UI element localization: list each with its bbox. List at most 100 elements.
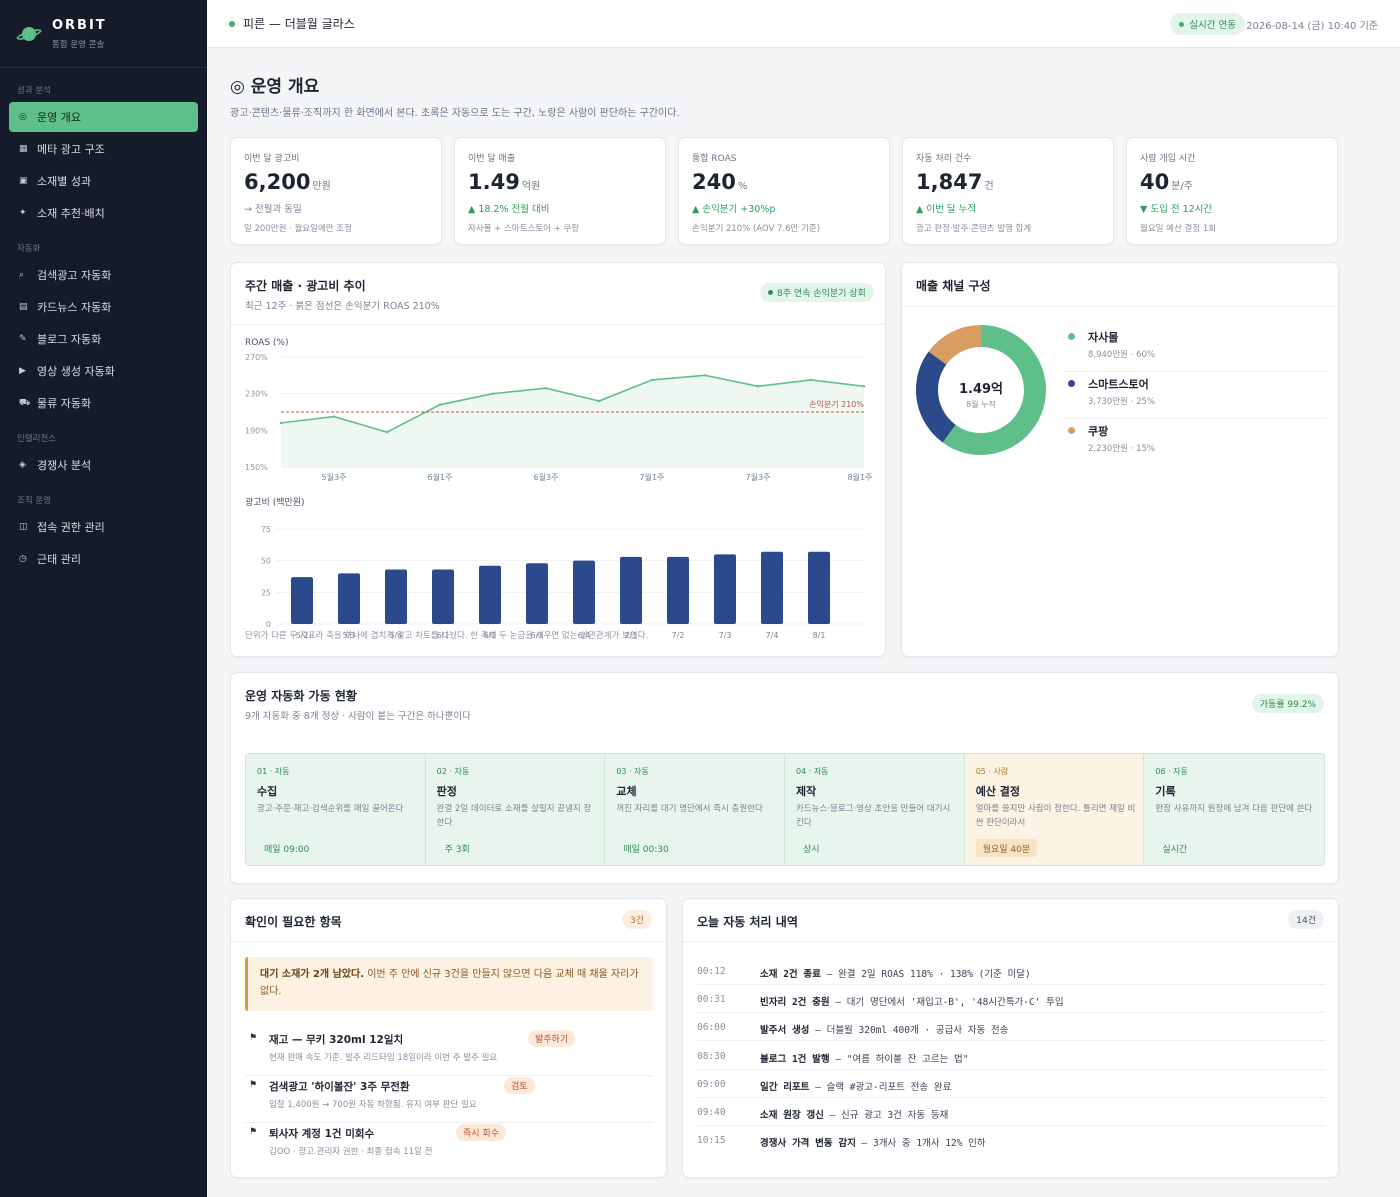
kpi-card[interactable]: 자동 처리 건수 1,847 건 ▲ 이번 달 누적 광고 판정·발주·콘텐츠 발행 합… xyxy=(902,137,1114,245)
spend-x-tick: 7/4 xyxy=(766,631,779,640)
pipeline-step[interactable]: 06 · 자동 기록 판정 사유까지 원장에 남겨 다음 판단에 쓴다 실시간 xyxy=(1144,754,1324,865)
channel-name: 자사몰 xyxy=(1088,331,1119,344)
kpi-number: 40 xyxy=(1140,170,1170,194)
step-schedule: 실시간 xyxy=(1162,844,1188,855)
log-event: 소재 원장 갱신 xyxy=(760,1110,824,1121)
spend-bar xyxy=(808,551,830,624)
kpi-card[interactable]: 이번 달 매출 1.49 억원 ▲ 18.2% 전월 대비 자사몰 + 스마트스토어 +… xyxy=(454,137,666,245)
action-item-tag[interactable]: 즉시 회수 xyxy=(456,1124,506,1141)
ad-spend-bar-chart: 광고비 (백만원) 75 50 25 0 5/2 5/3 5/4 6/1 6/2 6/3 6/4 7/1… xyxy=(245,496,864,640)
divider xyxy=(697,1125,1325,1126)
sidebar-item[interactable]: ◫ 접속 권한 관리 xyxy=(9,512,198,542)
sidebar-item[interactable]: ▣ 소재별 성과 xyxy=(9,166,198,196)
log-entry: 00:31 빈자리 2건 충원 — 대기 명단에서 '재입고-B', '48시간특… xyxy=(697,985,1325,1014)
step-tag: 02 · 자동 xyxy=(436,767,470,776)
topbar: 피른 — 더블월 글라스 실시간 연동 2026-08-14 (금) 10:40… xyxy=(207,0,1400,48)
pipeline-step[interactable]: 05 · 사람 예산 결정 얼마를 쓸지만 사람이 정한다. 틀리면 제일 비싼 판… xyxy=(964,754,1145,865)
kpi-number: 1.49 xyxy=(468,170,520,194)
action-item-description: 현재 판매 속도 기준. 발주 리드타임 18일이라 이번 주 발주 필요 xyxy=(269,1053,498,1063)
roas-axis-title: ROAS (%) xyxy=(245,338,288,348)
sidebar-item[interactable]: ▦ 메타 광고 구조 xyxy=(9,134,198,164)
sidebar-item-label: 경쟁사 분석 xyxy=(37,459,92,472)
kpi-note: 손익분기 210% (AOV 7.6만 기준) xyxy=(692,224,821,234)
action-item[interactable]: ⚑ 검색광고 '하이볼잔' 3주 무전환 검토 입찰 1,400원 → 700원 자동… xyxy=(245,1077,653,1123)
kpi-label: 사람 개입 시간 xyxy=(1140,154,1196,164)
action-item-tag[interactable]: 발주하기 xyxy=(528,1030,576,1047)
action-item-tag[interactable]: 검토 xyxy=(504,1077,535,1094)
log-entry: 00:12 소재 2건 종료 — 완결 2일 ROAS 118% · 138% (… xyxy=(697,957,1325,985)
kpi-unit: 분/주 xyxy=(1171,181,1194,192)
kpi-delta: ▲ 이번 달 누적 xyxy=(916,204,977,215)
sidebar-item[interactable]: ◷ 근태 관리 xyxy=(9,544,198,574)
sidebar-item[interactable]: ⌕ 검색광고 자동화 xyxy=(9,260,198,290)
channel-detail: 8,940만원 · 60% xyxy=(1088,350,1155,360)
automation-pipeline: 01 · 자동 수집 광고·주문·재고·검색순위를 매일 끌어온다 매일 09:00 0… xyxy=(245,753,1325,866)
roas-point xyxy=(597,399,601,403)
sidebar-item[interactable]: ▶ 영상 생성 자동화 xyxy=(9,356,198,386)
kpi-card[interactable]: 사람 개입 시간 40 분/주 ▼ 도입 전 12시간 월요일 예산 결정 1회 xyxy=(1126,137,1338,245)
activity-log-count: 14건 xyxy=(1288,910,1324,929)
step-description: 꺼진 자리를 대기 명단에서 즉시 충원한다 xyxy=(616,804,763,814)
sidebar-item[interactable]: ✦ 소재 추천·배치 xyxy=(9,198,198,228)
kpi-note: 자사몰 + 스마트스토어 + 쿠팡 xyxy=(468,224,580,234)
log-detail: — 대기 명단에서 '재입고-B', '48시간특가-C' 투입 xyxy=(829,997,1064,1009)
sidebar-item[interactable]: ◈ 경쟁사 분석 xyxy=(9,450,198,480)
lock-icon: ◫ xyxy=(19,522,28,532)
spend-y-tick: 25 xyxy=(261,588,271,597)
roas-y-tick: 190% xyxy=(245,426,268,435)
divider xyxy=(697,1068,1325,1070)
spend-x-tick: 6/3 xyxy=(531,631,544,640)
divider xyxy=(697,1096,1325,1098)
uptime-badge-label: 가동률 99.2% xyxy=(1259,700,1316,710)
kpi-card[interactable]: 통합 ROAS 240% ▲ 손익분기 +30%p 손익분기 210% (AOV 7.… xyxy=(678,137,890,245)
sidebar-item[interactable]: ✎ 블로그 자동화 xyxy=(9,324,198,354)
divider xyxy=(1064,418,1326,419)
action-item[interactable]: ⚑ 퇴사자 계정 1건 미회수 즉시 회수 김OO · 광고 관리자 권한 · 최종 … xyxy=(245,1124,653,1169)
kpi-value: 1,847 건 xyxy=(916,170,994,194)
status-dot-icon xyxy=(229,20,235,27)
pipeline-step[interactable]: 02 · 자동 판정 완결 2일 데이터로 소재를 살릴지 끝낼지 정한다 주 3회 xyxy=(425,754,606,865)
divider xyxy=(245,1122,653,1123)
pipeline-step[interactable]: 03 · 자동 교체 꺼진 자리를 대기 명단에서 즉시 충원한다 매일 00:30 xyxy=(605,754,786,865)
roas-point xyxy=(491,392,495,395)
channel-dot-icon xyxy=(1068,380,1075,387)
roas-point xyxy=(279,421,283,425)
chart-footnote: 단위가 다른 두 지표라 축을 하나에 겹치지 않고 차트를 나눴다. 한 축에… xyxy=(245,631,649,641)
sidebar-item[interactable]: ▤ 카드뉴스 자동화 xyxy=(9,292,198,322)
sidebar-item[interactable]: ◎ 운영 개요 xyxy=(9,102,198,132)
roas-y-tick: 270% xyxy=(245,353,268,362)
step-name: 예산 결정 xyxy=(975,785,1020,798)
nav-section-label: 조직 운영 xyxy=(17,496,51,506)
spend-bar xyxy=(761,551,783,624)
sidebar-item[interactable]: ⛟ 물류 자동화 xyxy=(9,388,198,418)
spend-x-tick: 5/2 xyxy=(296,631,309,640)
roas-point xyxy=(438,403,442,406)
action-item[interactable]: ⚑ 재고 — 무키 320ml 12일치 발주하기 현재 판매 속도 기준. 발주 리… xyxy=(245,1030,653,1076)
activity-log-title: 오늘 자동 처리 내역 xyxy=(697,915,798,929)
nav-section-label: 자동화 xyxy=(17,244,41,254)
live-sync-badge: 실시간 연동 xyxy=(1170,13,1245,35)
channel-detail: 3,730만원 · 25% xyxy=(1088,397,1155,407)
spend-bar xyxy=(526,563,548,624)
breakeven-label: 손익분기 210% xyxy=(809,399,864,409)
workspace-title[interactable]: 피른 — 더블월 글라스 xyxy=(243,17,355,31)
log-time: 09:40 xyxy=(697,1107,726,1118)
brand[interactable]: ORBIT 통합 운영 콘솔 xyxy=(0,0,207,68)
spend-bar xyxy=(620,556,642,624)
log-text: 소재 2건 종료 — 완결 2일 ROAS 118% · 138% (기준 미달… xyxy=(760,966,1031,980)
roas-y-tick: 150% xyxy=(245,463,268,472)
log-event: 경쟁사 가격 변동 감지 xyxy=(760,1138,856,1150)
divider xyxy=(902,306,1338,307)
spend-x-tick: 7/1 xyxy=(625,631,638,640)
kpi-note: 월요일 예산 결정 1회 xyxy=(1140,224,1217,234)
kpi-card[interactable]: 이번 달 광고비 6,200 만원 → 전월과 동일 일 200만원 · 월요일에만 조… xyxy=(230,137,442,245)
divider xyxy=(697,984,1325,985)
channel-donut-chart: 1.49억 8월 누적 xyxy=(916,325,1046,455)
pipeline-step[interactable]: 04 · 자동 제작 카드뉴스·블로그·영상 초안을 만들어 대기시킨다 상시 xyxy=(785,754,965,865)
spend-bar xyxy=(479,565,501,624)
spend-x-tick: 8/1 xyxy=(813,631,826,640)
step-schedule: 월요일 40분 xyxy=(975,839,1038,857)
log-event: 일간 리포트 xyxy=(760,1081,810,1093)
roas-line-chart: ROAS (%) 270% 230% 190% 150% 손익분기 210% 5월3주 6월1… xyxy=(245,338,872,482)
pipeline-step[interactable]: 01 · 자동 수집 광고·주문·재고·검색순위를 매일 끌어온다 매일 09:00 xyxy=(246,754,426,865)
